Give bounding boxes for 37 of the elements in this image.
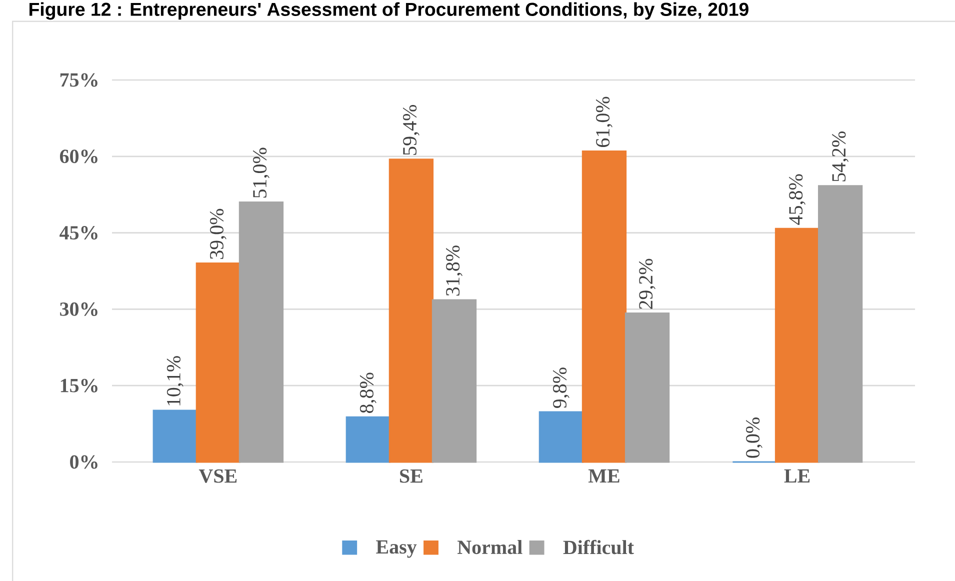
y-tick-label: 60%	[60, 150, 98, 164]
bar	[238, 201, 284, 463]
y-tick-label: 30%	[60, 302, 98, 316]
data-label: 10,1%	[166, 356, 184, 406]
bar	[196, 262, 240, 463]
y-tick-label: 75%	[60, 73, 98, 87]
data-label: 9,8%	[553, 368, 570, 408]
x-tick-label: VSE	[198, 469, 237, 483]
bar	[582, 150, 627, 463]
legend-label: Easy	[376, 540, 417, 558]
data-label: 29,2%	[639, 258, 656, 309]
x-tick-label: SE	[400, 469, 422, 483]
bar	[388, 158, 434, 463]
y-tick-label: 45%	[60, 226, 98, 240]
data-label: 59,4%	[403, 105, 420, 155]
y-tick-label: 0%	[70, 455, 98, 469]
data-label: 0,0%	[746, 418, 762, 458]
bar	[818, 185, 863, 463]
data-label: 61,0%	[596, 96, 612, 147]
data-label: 31,8%	[446, 246, 462, 296]
data-label: 45,8%	[789, 174, 806, 225]
x-tick-label: LE	[784, 469, 810, 482]
data-label: 39,0%	[210, 208, 226, 259]
x-tick-label: ME	[588, 469, 620, 482]
bar	[152, 410, 198, 463]
legend-label: Difficult	[563, 540, 634, 554]
data-label: 51,0%	[253, 148, 270, 198]
bar	[774, 228, 820, 463]
data-label: 54,2%	[832, 132, 848, 182]
bar	[538, 411, 584, 463]
legend-label: Normal	[458, 540, 522, 554]
y-tick-label: 15%	[60, 378, 98, 392]
data-label: 8,8%	[360, 372, 376, 413]
bar	[432, 299, 477, 463]
bar	[624, 312, 670, 463]
chart-title: Figure 12 : Entrepreneurs' Assessment of Procurement Conditions, by Size, 2019	[30, 2, 748, 20]
bar	[346, 416, 390, 463]
